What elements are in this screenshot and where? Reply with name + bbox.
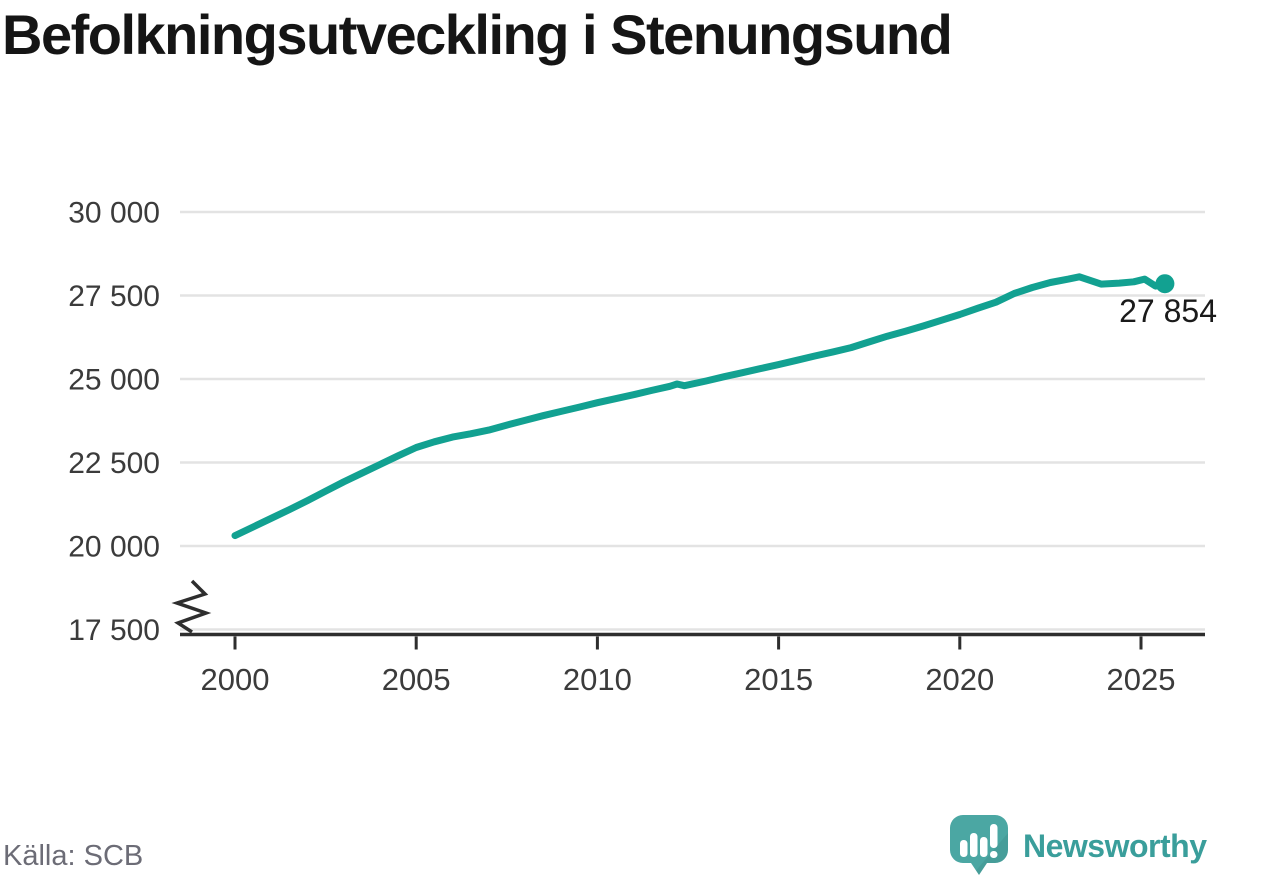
y-axis-tick-label: 22 500 (68, 447, 160, 480)
newsworthy-branding: Newsworthy (948, 813, 1207, 879)
end-value-label: 27 854 (1119, 293, 1217, 329)
bar-3 (980, 837, 988, 857)
x-axis-tick-label: 2005 (382, 662, 451, 697)
exclamation-bar (990, 824, 998, 848)
series-end-dot (1155, 274, 1175, 294)
x-axis-tick-label: 2015 (744, 662, 813, 697)
x-axis-tick-label: 2020 (925, 662, 994, 697)
chart-title: Befolkningsutveckling i Stenungsund (2, 3, 953, 66)
y-axis-tick-label: 25 000 (68, 364, 160, 397)
bar-1 (960, 840, 968, 857)
y-axis-tick-label: 20 000 (68, 531, 160, 564)
source-note: Källa: SCB (3, 840, 144, 872)
population-line (231, 273, 1169, 540)
x-axis-tick-label: 2010 (563, 662, 632, 697)
y-axis-tick-label: 30 000 (68, 197, 160, 230)
newsworthy-logo-icon (950, 815, 1008, 875)
bar-2 (970, 833, 978, 857)
x-axis-tick-label: 2025 (1107, 662, 1176, 697)
population-line-chart: 30 000 27 500 25 000 22 500 20 000 17 500 2000… (68, 197, 1205, 697)
newsworthy-wordmark: Newsworthy (1023, 827, 1207, 864)
exclamation-dot (990, 851, 998, 858)
y-axis-break-icon (171, 579, 212, 634)
x-axis-tick-label: 2000 (201, 662, 270, 697)
y-axis-tick-label: 17 500 (68, 614, 160, 647)
y-axis-tick-label: 27 500 (68, 280, 160, 313)
